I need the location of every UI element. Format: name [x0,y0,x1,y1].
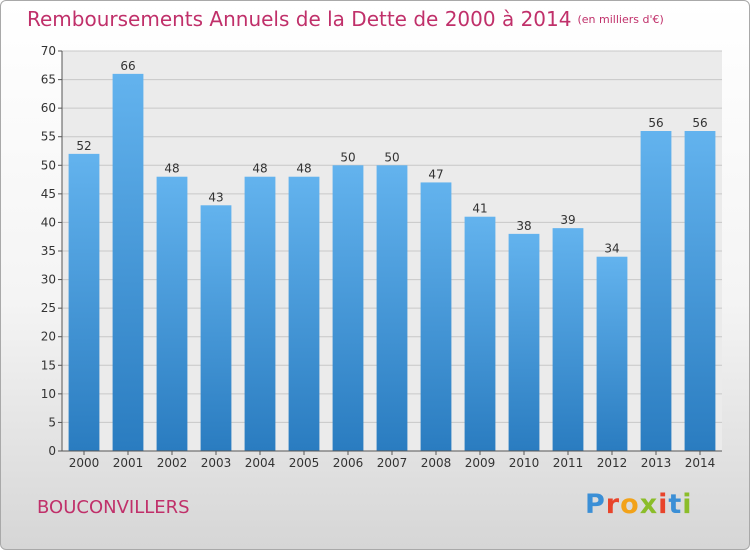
x-tick-label: 2009 [465,456,496,470]
y-tick-label: 35 [41,244,56,258]
logo-letter: i [682,489,693,520]
data-label: 56 [692,116,707,130]
bar [640,131,672,451]
bar [68,153,100,451]
y-tick-label: 45 [41,187,56,201]
y-tick-label: 30 [41,273,56,287]
x-tick-label: 2013 [641,456,672,470]
x-tick-label: 2001 [113,456,144,470]
commune-name: BOUCONVILLERS [37,497,190,518]
bar [596,256,628,451]
data-label: 50 [384,150,399,164]
y-tick-label: 15 [41,358,56,372]
data-label: 48 [252,162,267,176]
y-tick-label: 60 [41,101,56,115]
data-label: 47 [428,167,443,181]
bar [552,228,584,451]
y-tick-label: 0 [48,444,56,458]
x-tick-label: 2002 [157,456,188,470]
chart-title: Remboursements Annuels de la Dette de 20… [27,7,664,31]
x-tick-label: 2005 [289,456,320,470]
y-tick-label: 10 [41,387,56,401]
x-tick-label: 2011 [553,456,584,470]
chart-unit: (en milliers d'€) [577,13,664,26]
x-tick-label: 2000 [69,456,100,470]
y-tick-label: 5 [48,415,56,429]
data-label: 41 [472,202,487,216]
bar [112,73,144,451]
data-label: 39 [560,213,575,227]
y-tick-label: 50 [41,158,56,172]
bar [200,205,232,451]
logo-letter: o [620,489,640,520]
bar [684,131,716,451]
logo-letter: t [668,489,683,520]
data-label: 43 [208,190,223,204]
data-label: 38 [516,219,531,233]
data-label: 66 [120,59,135,73]
x-tick-label: 2006 [333,456,364,470]
logo-letter: r [605,489,621,520]
x-tick-label: 2004 [245,456,276,470]
data-label: 34 [604,242,619,256]
y-tick-label: 40 [41,215,56,229]
chart-title-text: Remboursements Annuels de la Dette de 20… [27,7,572,31]
x-tick-label: 2010 [509,456,540,470]
x-tick-label: 2003 [201,456,232,470]
logo-letter: P [585,489,606,520]
data-label: 50 [340,150,355,164]
bar [464,216,496,451]
y-tick-label: 70 [41,44,56,58]
logo-letter: i [658,489,669,520]
y-tick-label: 55 [41,130,56,144]
bar [288,176,320,451]
y-tick-label: 25 [41,301,56,315]
proxiti-logo: Proxiti [585,489,693,520]
bar [332,165,364,452]
x-tick-label: 2014 [685,456,716,470]
y-tick-label: 65 [41,73,56,87]
data-label: 48 [164,162,179,176]
bar [244,176,276,451]
x-tick-label: 2012 [597,456,628,470]
logo-letter: x [639,489,659,520]
data-label: 48 [296,162,311,176]
data-label: 56 [648,116,663,130]
data-label: 52 [76,139,91,153]
x-tick-label: 2008 [421,456,452,470]
x-tick-label: 2007 [377,456,408,470]
bar [508,233,540,451]
bar [420,182,452,451]
bar [376,165,408,452]
y-tick-label: 20 [41,330,56,344]
bar [156,176,188,451]
